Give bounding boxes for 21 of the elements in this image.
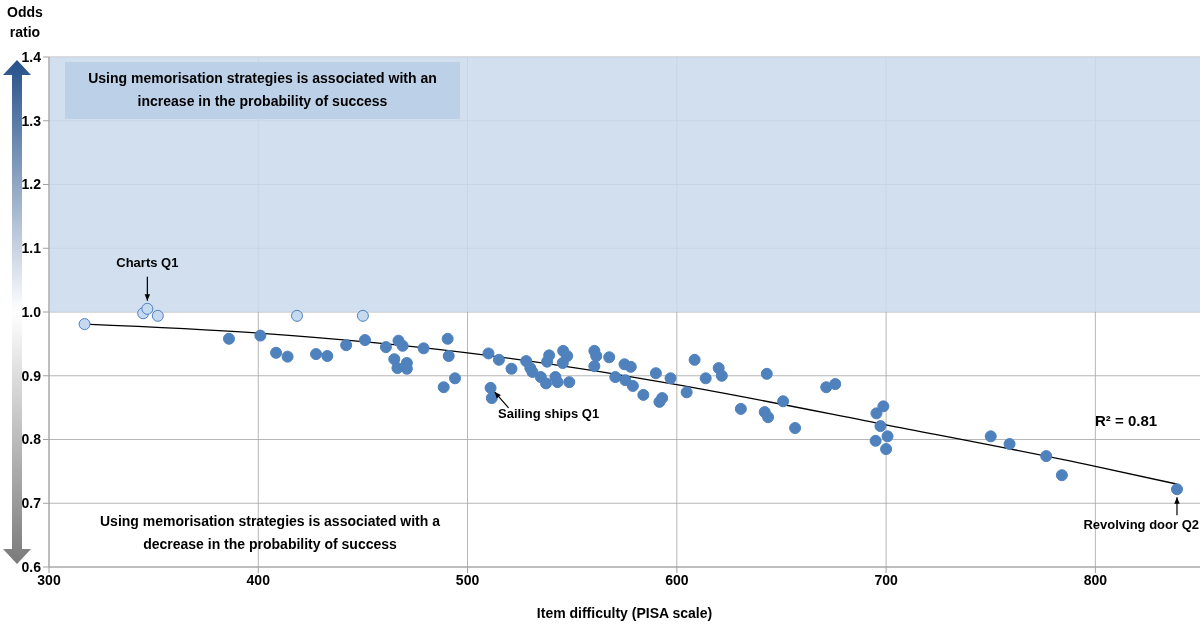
- y-tick-label: 0.9: [21, 367, 42, 384]
- y-tick-label: 0.8: [21, 431, 42, 448]
- annotation: Charts Q1: [116, 254, 179, 270]
- band-label: Using memorisation strategies is associated with an increase in the probability of success: [87, 69, 438, 111]
- y-tick-label: 1.1: [21, 240, 42, 257]
- y-tick-label: 0.7: [21, 495, 42, 512]
- x-tick-label: 600: [665, 571, 689, 588]
- x-tick-label: 800: [1083, 571, 1108, 588]
- x-tick-label: 500: [455, 571, 480, 588]
- y-tick-label: 1.2: [21, 176, 42, 193]
- annotation: Using memorisation strategies is associated with a decrease in the probability of success: [99, 512, 441, 554]
- annotation: R² = 0.81: [1095, 412, 1158, 429]
- y-tick-label: 1.4: [21, 48, 42, 65]
- x-tick-label: 400: [246, 571, 271, 588]
- x-tick-label: 700: [874, 571, 898, 588]
- y-tick-label: 1.3: [21, 112, 42, 129]
- y-axis-title: Odds ratio: [6, 3, 44, 42]
- annotation: Sailing ships Q1: [498, 405, 600, 421]
- x-axis-title: Item difficulty (PISA scale): [535, 605, 714, 621]
- y-tick-label: 1.0: [21, 303, 42, 320]
- annotation: Revolving door Q2: [1083, 517, 1199, 533]
